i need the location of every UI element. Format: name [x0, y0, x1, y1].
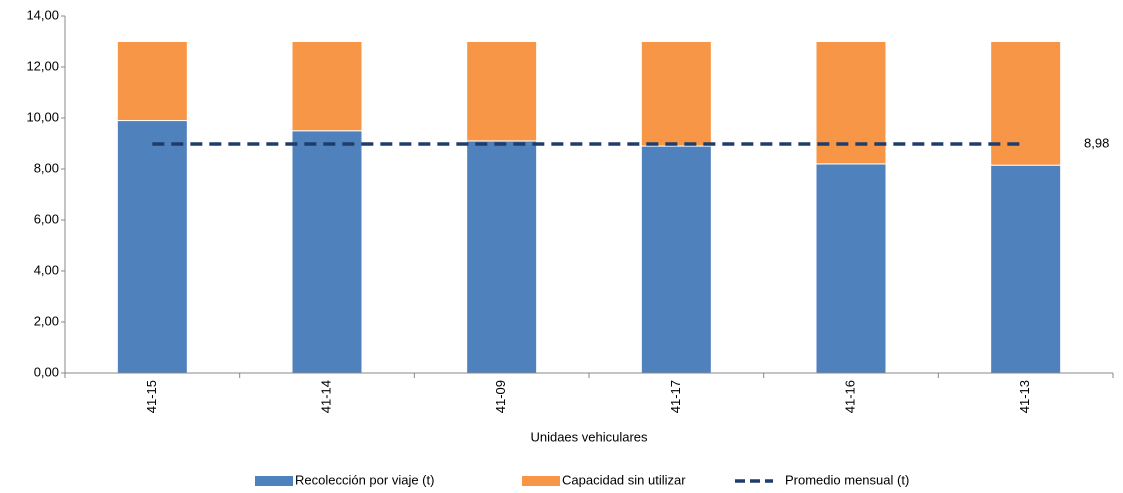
y-tick-label: 6,00: [34, 211, 59, 226]
legend-label: Recolección por viaje (t): [295, 472, 434, 487]
x-axis-label: Unidaes vehiculares: [530, 429, 648, 444]
y-tick-label: 14,00: [26, 7, 59, 22]
y-tick-label: 2,00: [34, 313, 59, 328]
bar-segment: [291, 130, 363, 374]
bar-segment: [815, 163, 887, 374]
legend-swatch: [522, 476, 560, 486]
y-tick-label: 12,00: [26, 58, 59, 73]
y-tick-label: 4,00: [34, 262, 59, 277]
bar-segment: [466, 140, 538, 374]
legend-label: Promedio mensual (t): [785, 472, 909, 487]
x-tick-label: 41-13: [1017, 380, 1032, 413]
y-tick-label: 0,00: [34, 364, 59, 379]
x-tick-label: 41-09: [493, 380, 508, 413]
x-tick-label: 41-15: [144, 380, 159, 413]
bar-segment: [990, 164, 1062, 374]
y-tick-label: 8,00: [34, 160, 59, 175]
line-end-label: 8,98: [1084, 135, 1109, 150]
bar-segment: [291, 41, 363, 132]
legend-swatch: [255, 476, 293, 486]
bar-segment: [990, 41, 1062, 166]
x-tick-label: 41-17: [668, 380, 683, 413]
bar-segment: [640, 145, 712, 374]
bar-segment: [640, 41, 712, 147]
bar-segment: [466, 41, 538, 142]
y-tick-label: 10,00: [26, 109, 59, 124]
legend-label: Capacidad sin utilizar: [562, 472, 686, 487]
x-tick-label: 41-14: [318, 380, 333, 413]
bar-segment: [116, 120, 188, 374]
x-tick-label: 41-16: [842, 380, 857, 413]
bar-segment: [116, 41, 188, 122]
